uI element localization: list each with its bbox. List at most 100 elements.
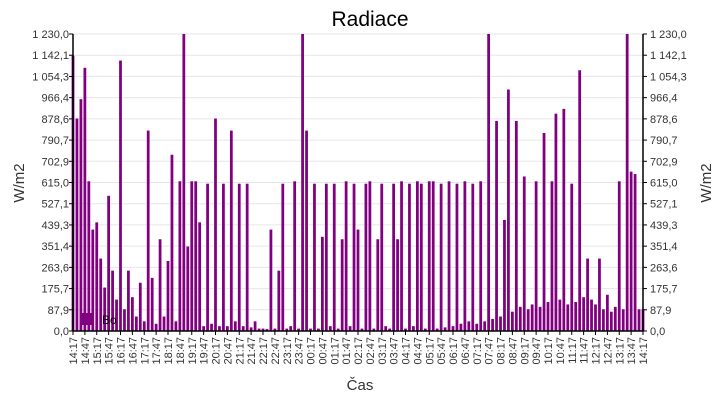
bar xyxy=(439,183,443,331)
y-tick-label: 263,6 xyxy=(650,262,678,274)
bar xyxy=(566,304,570,331)
x-tick-label: 05:47 xyxy=(436,337,448,365)
y-tick-label: 966,4 xyxy=(41,93,69,105)
bar xyxy=(194,181,198,331)
x-tick-label: 19:47 xyxy=(199,337,211,365)
axes xyxy=(69,33,647,335)
legend-label: Bo xyxy=(102,313,117,327)
bar xyxy=(479,181,483,331)
bar xyxy=(95,222,99,331)
bar xyxy=(602,309,605,331)
x-tick-label: 19:17 xyxy=(187,337,199,365)
bar xyxy=(277,270,281,331)
legend-swatch xyxy=(81,313,93,325)
x-tick-label: 04:17 xyxy=(401,337,413,365)
series-bars xyxy=(71,34,645,332)
y-tick-label: 790,7 xyxy=(41,135,69,147)
bar xyxy=(400,181,403,331)
bar xyxy=(313,183,316,331)
bar xyxy=(218,326,221,331)
bar xyxy=(134,316,138,331)
x-tick-labels: 14:17 14:47 15:17 15:47 16:17 16:47 17:17 17:47… xyxy=(68,337,650,365)
bar xyxy=(372,328,376,331)
y-tick-label: 1 230,0 xyxy=(650,29,687,41)
y-tick-label: 702,9 xyxy=(41,156,69,168)
bar xyxy=(127,270,130,331)
y-axis-label-left: W/m2 xyxy=(11,163,28,202)
bar xyxy=(222,183,225,331)
bar xyxy=(404,328,407,331)
bar xyxy=(578,70,582,331)
bar xyxy=(340,239,344,331)
bar xyxy=(487,34,491,331)
bar xyxy=(427,181,431,331)
bar xyxy=(146,130,150,331)
x-tick-label: 20:17 xyxy=(211,337,223,365)
x-tick-label: 00:47 xyxy=(317,337,329,365)
bar xyxy=(261,328,265,331)
bar xyxy=(431,181,435,331)
bar xyxy=(621,309,625,331)
bar xyxy=(198,222,202,331)
bar xyxy=(499,316,502,331)
x-tick-label: 20:47 xyxy=(222,337,234,365)
bar xyxy=(625,34,629,331)
x-tick-label: 22:47 xyxy=(270,337,282,365)
bar xyxy=(289,326,293,331)
x-tick-label: 21:17 xyxy=(234,337,246,365)
bar xyxy=(542,133,546,331)
bar xyxy=(87,181,91,331)
y-axis-label-right: W/m2 xyxy=(698,163,715,202)
x-tick-label: 04:47 xyxy=(412,337,424,365)
bar xyxy=(142,321,146,331)
bar xyxy=(376,239,380,331)
bar xyxy=(522,176,526,331)
y-tick-label: 527,1 xyxy=(650,199,678,211)
bar xyxy=(463,181,467,331)
bar xyxy=(309,328,312,331)
y-tick-label: 790,7 xyxy=(650,135,678,147)
bar xyxy=(558,299,562,331)
y-tick-label: 1 054,3 xyxy=(650,71,687,83)
bar xyxy=(526,309,530,331)
y-tick-label: 615,0 xyxy=(650,178,678,190)
y-tick-label: 439,3 xyxy=(41,220,69,232)
bar xyxy=(364,183,368,331)
bar xyxy=(174,321,178,331)
bar xyxy=(233,321,237,331)
x-tick-label: 06:17 xyxy=(448,337,460,365)
bar xyxy=(91,229,95,331)
bar xyxy=(598,258,601,331)
y-tick-label: 0,0 xyxy=(54,326,69,338)
x-tick-label: 02:47 xyxy=(365,337,377,365)
bar xyxy=(380,183,384,331)
bar xyxy=(206,183,209,331)
x-tick-label: 03:17 xyxy=(377,337,389,365)
bar xyxy=(281,183,285,331)
bar xyxy=(305,130,308,331)
x-tick-label: 16:17 xyxy=(116,337,128,365)
bar xyxy=(629,171,633,331)
bar xyxy=(574,302,578,331)
y-tick-label: 966,4 xyxy=(650,93,678,105)
x-tick-label: 07:17 xyxy=(472,337,484,365)
bar xyxy=(293,181,297,331)
bar xyxy=(554,113,558,332)
bar xyxy=(546,302,550,331)
bar xyxy=(447,181,451,331)
x-tick-label: 07:47 xyxy=(484,337,496,365)
bar xyxy=(538,306,542,331)
x-axis-label: Čas xyxy=(347,377,374,394)
bar xyxy=(352,183,356,331)
bar xyxy=(392,183,396,331)
bar xyxy=(455,183,459,331)
x-tick-label: 22:17 xyxy=(258,337,270,365)
bar xyxy=(107,195,111,331)
y-tick-label: 351,4 xyxy=(650,241,678,253)
y-tick-label: 1 054,3 xyxy=(32,71,69,83)
bar xyxy=(99,258,103,331)
x-tick-label: 21:47 xyxy=(246,337,258,365)
y-tick-label: 0,0 xyxy=(650,326,665,338)
x-tick-label: 10:47 xyxy=(555,337,567,365)
x-tick-label: 05:17 xyxy=(424,337,436,365)
